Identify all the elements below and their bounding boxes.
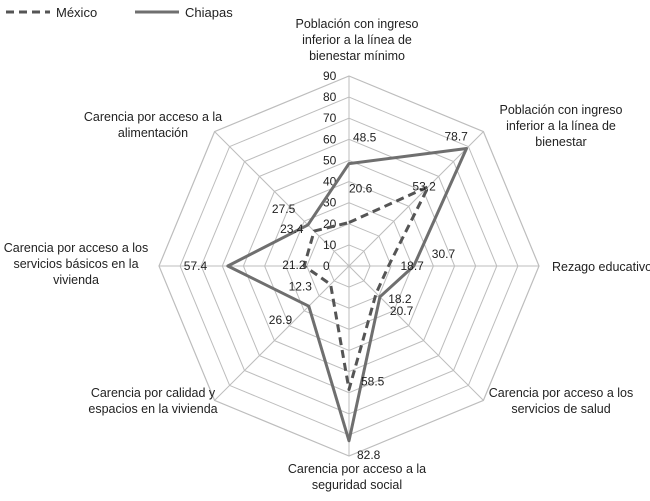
axis-label-carencia-por-acceso-a-la-alimentacion: Carencia por acceso a la alimentación bbox=[84, 110, 222, 140]
radar-spokes bbox=[159, 76, 539, 456]
axis-label-line: servicios básicos en la bbox=[13, 257, 138, 271]
axis-label-line: Población con ingreso bbox=[296, 17, 419, 31]
tick-label-80: 80 bbox=[323, 90, 337, 104]
axis-label-carencia-por-acceso-a-la-seguridad-social: Carencia por acceso a la seguridad social bbox=[288, 462, 426, 492]
axis-label-line: vivienda bbox=[53, 273, 99, 287]
axis-label-line: Carencia por acceso a la bbox=[84, 110, 222, 124]
value-label-mexico-0: 20.6 bbox=[349, 182, 373, 196]
tick-label-10: 10 bbox=[323, 238, 337, 252]
series-line-mexico bbox=[302, 185, 430, 391]
tick-label-60: 60 bbox=[323, 132, 337, 146]
value-label-chiapas-1: 78.7 bbox=[445, 130, 469, 144]
spoke-5 bbox=[214, 265, 350, 401]
axis-label-line: Carencia por calidad y bbox=[91, 386, 216, 400]
axis-label-line: Carencia por acceso a los bbox=[489, 386, 634, 400]
axis-label-line: Carencia por acceso a los bbox=[4, 241, 149, 255]
value-label-mexico-3: 18.2 bbox=[388, 292, 412, 306]
value-label-chiapas-2: 30.7 bbox=[432, 247, 456, 261]
value-label-mexico-2: 18.7 bbox=[401, 259, 425, 273]
axis-label-line: bienestar mínimo bbox=[309, 49, 405, 63]
axis-label-line: alimentación bbox=[118, 126, 188, 140]
axis-label-carencia-por-calidad-y-espacios-en-la-vivienda: Carencia por calidad y espacios en la viv… bbox=[88, 386, 217, 416]
axis-label-line: Población con ingreso bbox=[500, 103, 623, 117]
axis-label-line: Carencia por acceso a la bbox=[288, 462, 426, 476]
value-label-chiapas-3: 20.7 bbox=[390, 304, 414, 318]
tick-label-50: 50 bbox=[323, 153, 337, 167]
value-label-mexico-1: 53.2 bbox=[412, 180, 436, 194]
tick-label-70: 70 bbox=[323, 111, 337, 125]
axis-label-carencia-por-acceso-a-los-servicios-basicos-en-la-vivienda: Carencia por acceso a los servicios básic… bbox=[4, 241, 149, 287]
axis-label-line: inferior a la línea de bbox=[506, 119, 616, 133]
axis-label-line: servicios de salud bbox=[511, 402, 610, 416]
spoke-3 bbox=[348, 265, 484, 401]
axis-label-carencia-por-acceso-a-los-servicios-de-salud: Carencia por acceso a los servicios de sa… bbox=[489, 386, 634, 416]
value-label-mexico-5: 12.3 bbox=[289, 279, 313, 293]
series-line-chiapas bbox=[226, 147, 468, 443]
axis-label-poblacion-con-ingreso-inferior-a-la-linea-de-bienestar: Población con ingreso inferior a la línea… bbox=[500, 103, 623, 149]
value-label-mexico-7: 23.4 bbox=[280, 222, 304, 236]
axis-label-line: inferior a la línea de bbox=[302, 33, 412, 47]
axis-label-line: bienestar bbox=[535, 135, 586, 149]
legend-label-chiapas: Chiapas bbox=[185, 5, 233, 20]
axis-label-line: espacios en la vivienda bbox=[88, 402, 217, 416]
legend: México Chiapas bbox=[6, 5, 233, 20]
axis-label-line: seguridad social bbox=[312, 478, 402, 492]
value-label-chiapas-0: 48.5 bbox=[353, 131, 377, 145]
value-label-mexico-4: 58.5 bbox=[361, 375, 385, 389]
value-label-chiapas-5: 26.9 bbox=[269, 313, 293, 327]
axis-label-line: Rezago educativo bbox=[552, 260, 650, 274]
axis-label-poblacion-con-ingreso-inferior-a-la-linea-de-bienestar-minimo: Población con ingreso inferior a la línea… bbox=[296, 17, 419, 63]
value-label-chiapas-6: 57.4 bbox=[184, 259, 208, 273]
axis-labels: Población con ingreso inferior a la línea… bbox=[4, 17, 650, 492]
legend-label-mexico: México bbox=[56, 5, 97, 20]
series-lines bbox=[226, 147, 468, 443]
value-labels: 20.6 53.2 18.7 18.2 58.5 12.3 21.2 23.4 48.5 78.7… bbox=[184, 130, 468, 462]
value-label-mexico-6: 21.2 bbox=[282, 258, 306, 272]
spoke-7 bbox=[214, 131, 350, 267]
tick-label-0: 0 bbox=[323, 259, 330, 273]
value-label-chiapas-7: 27.5 bbox=[272, 202, 296, 216]
axis-label-rezago-educativo: Rezago educativo bbox=[552, 260, 650, 274]
spoke-1 bbox=[348, 131, 484, 267]
tick-label-90: 90 bbox=[323, 69, 337, 83]
value-label-chiapas-4: 82.8 bbox=[357, 448, 381, 462]
